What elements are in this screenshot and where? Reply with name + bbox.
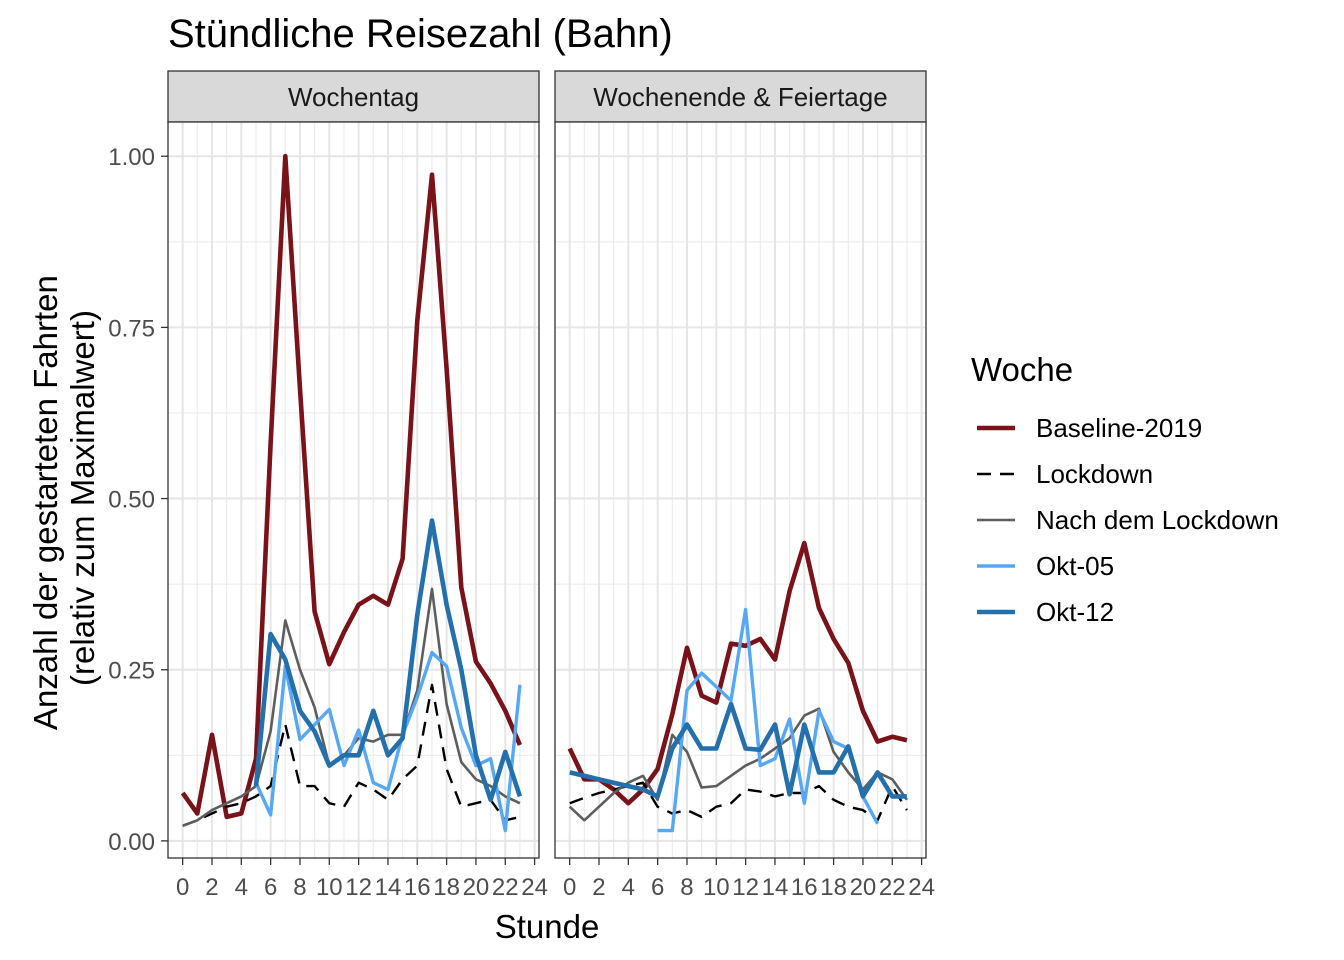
panel-background	[168, 122, 539, 858]
y-tick-label: 0.75	[108, 315, 155, 342]
x-tick-label: 8	[293, 874, 306, 901]
y-tick-label: 0.25	[108, 658, 155, 685]
x-tick-label: 14	[762, 874, 789, 901]
panel-background	[555, 122, 926, 858]
legend-label: Okt-05	[1036, 551, 1114, 581]
x-tick-label: 22	[492, 874, 519, 901]
y-axis-title-line-2: (relativ zum Maximalwert)	[64, 310, 101, 686]
x-tick-label: 10	[703, 874, 730, 901]
x-tick-label: 4	[235, 874, 248, 901]
series-line-baseline-2019	[180, 153, 523, 820]
legend-item: Nach dem Lockdown	[977, 505, 1279, 535]
chart-title: Stündliche Reisezahl (Bahn)	[168, 12, 673, 56]
x-tick-label: 10	[316, 874, 343, 901]
x-tick-label: 18	[433, 874, 460, 901]
legend-item: Okt-12	[977, 597, 1114, 627]
legend-label: Nach dem Lockdown	[1036, 505, 1279, 535]
x-tick-label: 18	[820, 874, 847, 901]
series-line-okt-05	[254, 650, 522, 833]
y-axis: 0.00 0.25 0.50 0.75 1.00	[108, 144, 168, 856]
legend-item: Okt-05	[977, 551, 1114, 581]
x-tick-label: 0	[563, 874, 576, 901]
x-tick-label: 20	[850, 874, 877, 901]
y-tick-label: 0.50	[108, 487, 155, 514]
x-tick-label: 12	[345, 874, 372, 901]
x-tick-label: 14	[375, 874, 402, 901]
legend-title: Woche	[971, 351, 1073, 388]
series-line-okt-12	[253, 518, 523, 803]
y-axis-title-line-1: Anzahl der gestarteten Fahrten	[27, 275, 64, 730]
x-tick-label: 16	[791, 874, 818, 901]
legend-label: Okt-12	[1036, 597, 1114, 627]
legend-items: Baseline-2019 Lockdown Nach dem Lockdown Ok…	[977, 413, 1279, 627]
x-tick-label: 2	[592, 874, 605, 901]
x-tick-label: 24	[908, 874, 935, 901]
x-tick-label: 24	[521, 874, 548, 901]
x-tick-label: 22	[879, 874, 906, 901]
facet-strip-label: Wochentag	[288, 82, 419, 112]
x-axis-title: Stunde	[495, 908, 600, 945]
facet-strip	[167, 70, 540, 123]
x-tick-label: 8	[680, 874, 693, 901]
panel-border	[554, 121, 927, 859]
series-line-okt-05	[657, 607, 880, 833]
x-tick-label: 0	[176, 874, 189, 901]
facet-strip	[554, 70, 927, 123]
y-axis-title: Anzahl der gestarteten Fahrten (relativ …	[27, 266, 101, 730]
legend: Woche Baseline-2019 Lockdown Nach dem Lock…	[971, 351, 1279, 627]
legend-label: Lockdown	[1036, 459, 1153, 489]
legend-item: Baseline-2019	[977, 413, 1202, 443]
legend-item: Lockdown	[977, 459, 1153, 489]
x-tick-label: 20	[463, 874, 490, 901]
y-tick-label: 1.00	[108, 144, 155, 171]
x-tick-label: 12	[732, 874, 759, 901]
y-tick-label: 0.00	[108, 829, 155, 856]
x-tick-label: 16	[404, 874, 431, 901]
x-tick-label: 6	[651, 874, 664, 901]
legend-label: Baseline-2019	[1036, 413, 1202, 443]
panel-border	[167, 121, 540, 859]
x-tick-label: 2	[205, 874, 218, 901]
x-tick-label: 6	[264, 874, 277, 901]
facet-strip-label: Wochenende & Feiertage	[593, 82, 887, 112]
x-tick-label: 4	[622, 874, 635, 901]
series-line-okt-12	[569, 701, 907, 799]
